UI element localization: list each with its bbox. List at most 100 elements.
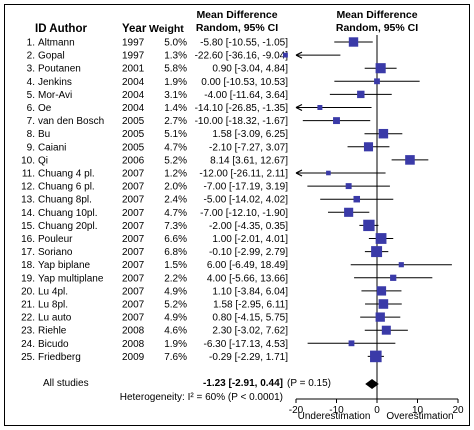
effect-square: [371, 246, 383, 258]
column-headers: ID Author Year Weight Mean Difference Ra…: [35, 9, 418, 35]
study-author: Lu 4pl.: [38, 286, 68, 297]
study-weight: 5.2%: [164, 300, 187, 311]
study-ci-text: 6.00 [-6.49, 18.49]: [207, 260, 288, 271]
study-ci-text: 4.00 [-5.66, 13.66]: [207, 273, 288, 284]
study-ci-text: -10.00 [-18.32, -1.67]: [195, 116, 289, 127]
effect-square: [390, 274, 397, 281]
study-author: Chuang 20pl.: [38, 221, 98, 232]
study-id: 11.: [22, 169, 35, 180]
overall-summary: All studies -1.23 [-2.91, 0.44] (P = 0.1…: [43, 378, 331, 403]
study-author: Oe: [38, 103, 52, 114]
effect-square: [345, 183, 352, 190]
study-year: 1997: [122, 38, 145, 49]
study-ci-text: -22.60 [-36.16, -9.04]: [195, 51, 289, 62]
effect-square: [375, 63, 386, 74]
header-year: Year: [122, 23, 147, 35]
study-year: 2004: [122, 77, 145, 88]
effect-square: [375, 312, 385, 322]
study-author: Qi: [38, 155, 48, 166]
effect-square: [381, 325, 391, 335]
effect-square: [348, 37, 359, 47]
study-author: Lu auto: [38, 313, 72, 324]
heterogeneity-text: Heterogeneity: I² = 60% (P < 0.0001): [120, 392, 283, 403]
study-author: Yap multiplane: [38, 273, 104, 284]
study-year: 2005: [122, 129, 145, 140]
study-weight: 5.8%: [164, 64, 187, 75]
study-ci-text: 1.58 [-3.09, 6.25]: [212, 129, 288, 140]
overall-diamond: [365, 379, 379, 389]
effect-square: [333, 117, 340, 125]
study-year: 2007: [122, 260, 145, 271]
ci-arrow-left: [295, 51, 303, 59]
study-weight: 6.8%: [164, 247, 187, 258]
study-id: 8.: [27, 129, 35, 140]
study-ci-text: -2.00 [-4.35, 0.35]: [209, 221, 288, 232]
study-id: 25.: [21, 352, 35, 363]
study-weight: 7.3%: [164, 221, 187, 232]
effect-square: [378, 299, 389, 309]
study-ci-text: 8.14 [3.61, 12.67]: [210, 155, 288, 166]
effect-square: [374, 78, 380, 85]
study-year: 2007: [122, 313, 145, 324]
study-year: 2007: [122, 247, 145, 258]
study-ci-text: 0.80 [-4.15, 5.75]: [212, 313, 288, 324]
effect-square: [363, 142, 374, 152]
study-weight: 5.2%: [164, 155, 187, 166]
study-ci-text: 0.00 [-10.53, 10.53]: [201, 77, 288, 88]
study-author: Soriano: [38, 247, 73, 258]
study-ci-text: 1.58 [-2.95, 6.11]: [213, 300, 288, 311]
study-id: 22.: [21, 313, 35, 324]
effect-square: [398, 262, 404, 268]
study-weight: 1.5%: [164, 260, 187, 271]
ci-arrow-left: [295, 169, 303, 177]
study-year: 1997: [122, 51, 145, 62]
study-year: 2008: [122, 339, 145, 350]
study-author: Mor-Avi: [38, 90, 72, 101]
study-author: van den Bosch: [38, 116, 104, 127]
study-id: 6.: [27, 103, 35, 114]
x-axis-left-label: Underestimation: [298, 411, 371, 422]
study-ci-text: -5.80 [-10.55, -1.05]: [200, 38, 288, 49]
study-weight: 1.9%: [164, 339, 187, 350]
header-plot-line1: Mean Difference: [336, 9, 417, 21]
header-effect-line2: Random, 95% CI: [196, 22, 278, 34]
study-year: 2005: [122, 116, 145, 127]
study-id: 3.: [27, 64, 35, 75]
effect-square: [326, 170, 331, 176]
study-id: 24.: [21, 339, 35, 350]
study-author: Caiani: [38, 142, 66, 153]
study-author: Pouleur: [38, 234, 73, 245]
overall-label: All studies: [43, 378, 89, 389]
study-year: 2009: [122, 352, 145, 363]
study-year: 2004: [122, 90, 145, 101]
overall-ci-text: -1.23 [-2.91, 0.44]: [203, 378, 283, 389]
study-author: Chuang 8pl.: [38, 195, 92, 206]
study-rows: 1. Altmann 1997 5.0% -5.80 [-10.55, -1.05] 2.…: [21, 38, 288, 363]
study-ci-text: 1.00 [-2.01, 4.01]: [212, 234, 288, 245]
effect-square: [353, 195, 361, 203]
effect-square: [376, 286, 387, 296]
x-tick-label: 0: [374, 405, 380, 416]
study-year: 2007: [122, 195, 145, 206]
study-weight: 4.6%: [164, 326, 187, 337]
forest-plot-frame: ID Author Year Weight Mean Difference Ra…: [4, 4, 470, 426]
study-weight: 2.4%: [164, 195, 187, 206]
study-year: 2007: [122, 208, 145, 219]
study-ci-text: -2.10 [-7.27, 3.07]: [209, 142, 288, 153]
study-ci-text: -0.10 [-2.99, 2.79]: [209, 247, 288, 258]
study-author: Riehle: [38, 326, 67, 337]
study-author: Yap biplane: [38, 260, 91, 271]
study-author: Chuang 6 pl.: [38, 182, 95, 193]
study-id: 2.: [27, 51, 35, 62]
plot-marks: [283, 37, 452, 389]
x-tick-label: 20: [452, 405, 464, 416]
study-weight: 1.3%: [164, 51, 187, 62]
effect-square: [357, 90, 365, 99]
header-effect-line1: Mean Difference: [196, 9, 277, 21]
x-axis-right-label: Overestimation: [386, 411, 453, 422]
study-weight: 4.7%: [164, 208, 187, 219]
study-ci-text: 0.90 [-3.04, 4.84]: [212, 64, 288, 75]
effect-square: [370, 350, 382, 363]
study-id: 4.: [27, 77, 35, 88]
study-weight: 4.7%: [164, 142, 187, 153]
